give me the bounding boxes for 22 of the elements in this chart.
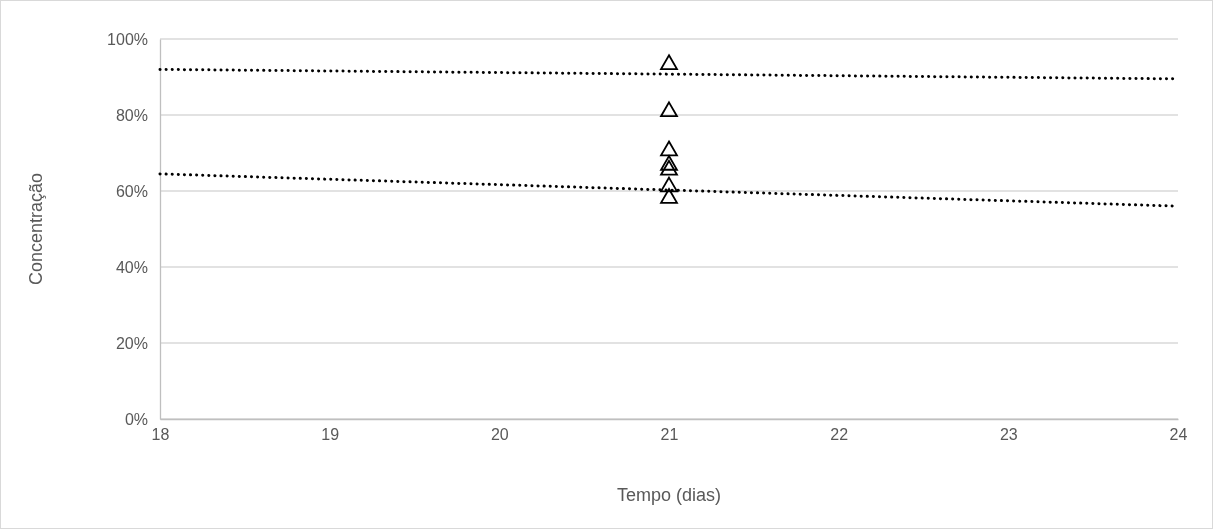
y-tick-label: 80% <box>115 106 148 124</box>
y-axis-title: Concentração <box>26 172 46 286</box>
x-tick-label: 20 <box>490 426 509 444</box>
point <box>660 160 678 176</box>
y-tick-label: 0% <box>124 410 148 428</box>
x-tick-label: 22 <box>830 426 849 444</box>
y-tick-label: 40% <box>115 258 148 276</box>
point <box>660 176 678 193</box>
x-tick-label: 19 <box>321 426 340 444</box>
point <box>660 155 678 171</box>
point <box>660 140 678 157</box>
x-tick-label: 21 <box>660 426 679 444</box>
point <box>660 54 678 70</box>
y-tick-label: 20% <box>115 334 148 352</box>
point <box>660 101 678 118</box>
x-tick-label: 23 <box>999 426 1018 444</box>
x-tick-label: 18 <box>151 426 170 444</box>
point <box>660 188 678 204</box>
y-tick-label: 100% <box>107 30 148 48</box>
y-tick-label: 60% <box>115 182 148 200</box>
x-tick-label: 24 <box>1169 426 1188 444</box>
x-axis-title: Tempo (dias) <box>616 485 722 505</box>
